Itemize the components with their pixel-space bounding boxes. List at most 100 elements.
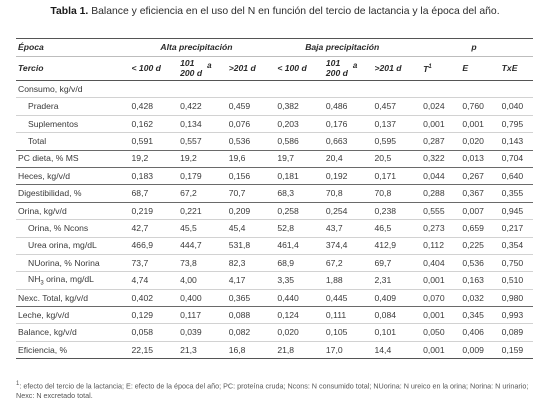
table-cell: 20,4 [317, 150, 367, 168]
table-cell: 0,070 [415, 289, 455, 308]
table-cell: 73,7 [123, 254, 173, 273]
caption-text: Balance y eficiencia en el uso del N en … [91, 6, 500, 17]
table-cell: 0,058 [123, 323, 173, 342]
header-alta-t2: 101 200 da [172, 56, 221, 81]
table-cell: 0,510 [493, 271, 533, 290]
table-cell: 69,7 [366, 254, 416, 273]
table-cell: 0,355 [493, 184, 533, 203]
table-cell [454, 80, 494, 99]
table-cell: 0,112 [415, 237, 455, 255]
table-cell: 0,143 [493, 132, 533, 151]
table-cell: 0,176 [317, 115, 367, 134]
table-cell: 20,5 [366, 150, 416, 168]
table-cell: 0,217 [493, 219, 533, 238]
table-cell: 0,001 [415, 306, 455, 325]
table-row: Suplementos 0,162 0,134 0,076 0,203 0,176 0,13… [16, 115, 533, 134]
table-cell: 42,7 [123, 219, 173, 238]
table-cell: 0,225 [454, 237, 494, 255]
table-cell: 0,179 [172, 167, 221, 186]
table-cell: 67,2 [172, 184, 221, 203]
table-cell: 4,00 [172, 271, 221, 290]
table-caption: Tabla 1. Balance y eficiencia en el uso … [0, 6, 550, 17]
table-cell: 43,7 [317, 219, 367, 238]
row-label: Orina, % Ncons [16, 219, 124, 238]
table-cell: 70,8 [366, 184, 416, 203]
table-cell: 0,557 [172, 132, 221, 151]
table-cell: 0,089 [493, 323, 533, 342]
table-cell: 0,445 [317, 289, 367, 308]
table-cell: 82,3 [220, 254, 270, 273]
header-p-e: E [454, 56, 494, 81]
table-row: Balance, kg/v/d 0,058 0,039 0,082 0,020 0,105… [16, 323, 533, 342]
table-cell: 0,221 [172, 202, 221, 221]
caption-label: Tabla 1. [50, 6, 89, 17]
table-cell: 0,273 [415, 219, 455, 238]
table-cell: 444,7 [172, 237, 221, 255]
row-label: Eficiencia, % [16, 341, 124, 360]
table-row: Orina, kg/v/d 0,219 0,221 0,209 0,258 0,254 0,… [16, 202, 533, 221]
table-cell: 0,013 [454, 150, 494, 168]
table-cell: 412,9 [366, 237, 416, 255]
table-cell: 19,2 [123, 150, 173, 168]
table-cell: 0,084 [366, 306, 416, 325]
table-cell: 0,555 [415, 202, 455, 221]
table-cell: 0,001 [415, 271, 455, 290]
footnote: 1: efecto del tercio de la lactancia; E:… [16, 381, 536, 400]
table-cell [172, 80, 221, 99]
table-cell: 0,101 [366, 323, 416, 342]
table-cell: 0,001 [415, 341, 455, 360]
row-label: Heces, kg/v/d [16, 167, 124, 186]
row-label: Nexc. Total, kg/v/d [16, 289, 124, 308]
table-cell: 0,795 [493, 115, 533, 134]
table-cell: 67,2 [317, 254, 367, 273]
row-label: Consumo, kg/v/d [16, 80, 124, 99]
table-cell: 0,459 [220, 97, 270, 116]
table-row: Leche, kg/v/d 0,129 0,117 0,088 0,124 0,111 0,… [16, 306, 533, 325]
table-cell: 0,163 [454, 271, 494, 290]
table-cell: 0,993 [493, 306, 533, 325]
table-cell: 0,082 [220, 323, 270, 342]
table-row: Total 0,591 0,557 0,536 0,586 0,663 0,595 0,287… [16, 132, 533, 151]
row-label: Urea orina, mg/dL [16, 237, 124, 255]
table-cell: 21,3 [172, 341, 221, 360]
table-cell: 70,7 [220, 184, 270, 203]
row-label: NUorina, % Norina [16, 254, 124, 273]
header-tercio: Tercio [16, 56, 124, 81]
table-cell [123, 80, 173, 99]
table-cell: 0,365 [220, 289, 270, 308]
table-row: Consumo, kg/v/d [16, 80, 533, 99]
table-cell: 19,7 [269, 150, 318, 168]
table-cell: 0,020 [269, 323, 318, 342]
table-cell: 0,367 [454, 184, 494, 203]
table-row: Pradera 0,428 0,422 0,459 0,382 0,486 0,457 0,0… [16, 97, 533, 116]
table-row: Urea orina, mg/dL 466,9 444,7 531,8 461,4 374… [16, 237, 533, 255]
table-cell: 45,5 [172, 219, 221, 238]
table-cell: 1,88 [317, 271, 367, 290]
table-cell: 16,8 [220, 341, 270, 360]
table-cell: 0,980 [493, 289, 533, 308]
table-cell: 0,020 [454, 132, 494, 151]
table-cell [493, 80, 533, 99]
header-baja: Baja precipitación [269, 38, 416, 57]
header-epoca: Época [16, 38, 124, 57]
row-label: Pradera [16, 97, 124, 116]
table-cell: 0,428 [123, 97, 173, 116]
table-cell [366, 80, 416, 99]
table-cell: 68,9 [269, 254, 318, 273]
header-baja-t3: >201 d [366, 56, 416, 81]
header-p-t: T1 [415, 56, 455, 81]
table-cell: 0,129 [123, 306, 173, 325]
table-cell [269, 80, 318, 99]
table-cell: 466,9 [123, 237, 173, 255]
header-p: p [415, 38, 533, 57]
table-cell: 0,404 [415, 254, 455, 273]
row-label: Suplementos [16, 115, 124, 134]
table-cell: 0,287 [415, 132, 455, 151]
header-p-txe: TxE [493, 56, 533, 81]
table-cell: 68,7 [123, 184, 173, 203]
table-cell: 4,17 [220, 271, 270, 290]
table-cell: 0,203 [269, 115, 318, 134]
header-row-columns: Tercio < 100 d 101 200 da >201 d < 100 d … [16, 56, 533, 81]
table-cell: 0,486 [317, 97, 367, 116]
